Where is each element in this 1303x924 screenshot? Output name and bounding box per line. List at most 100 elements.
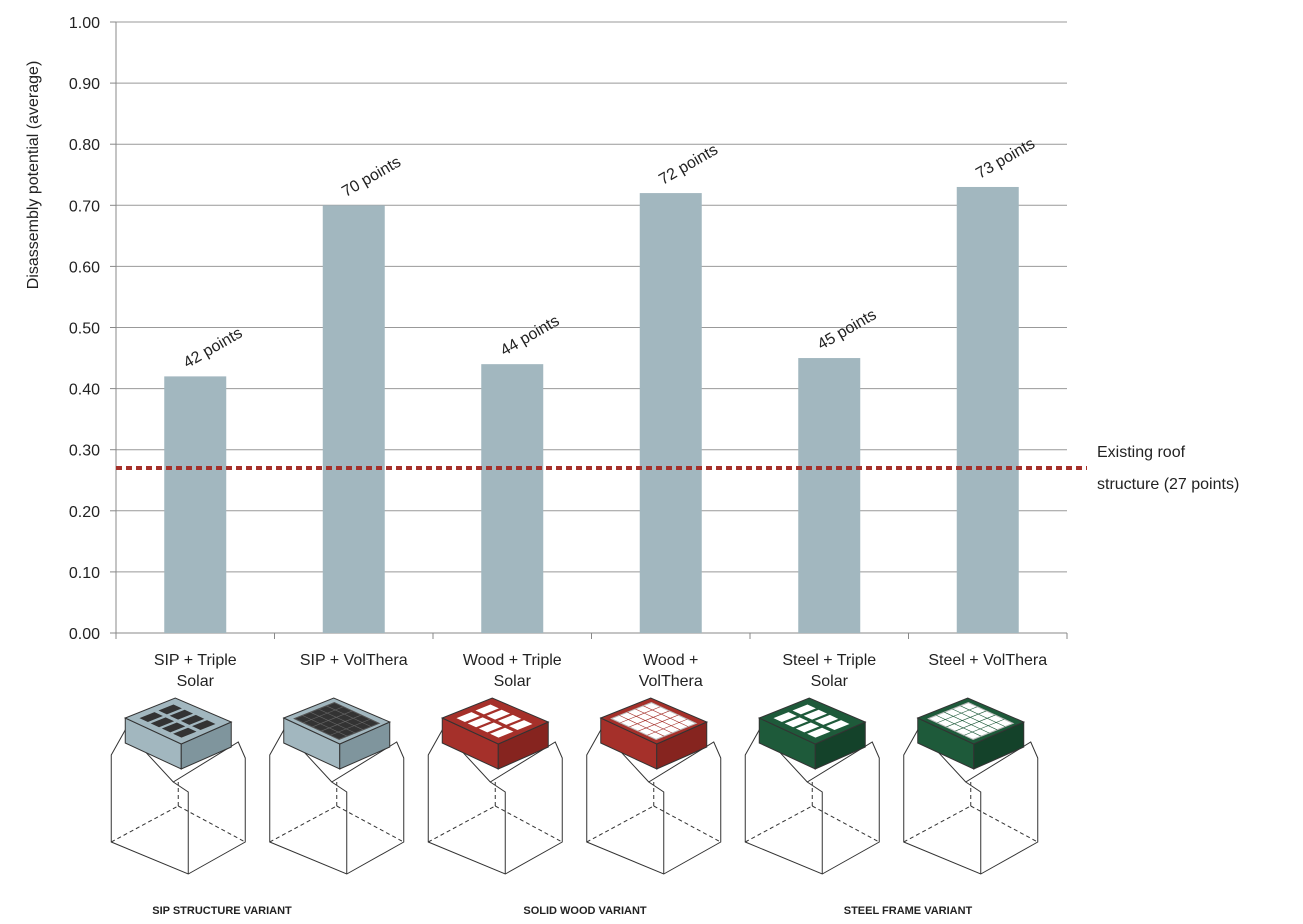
panel (807, 727, 831, 738)
panel-grid (620, 707, 660, 723)
panel-grid (321, 715, 361, 731)
variant-icon (110, 697, 246, 875)
panel-grid (952, 709, 997, 730)
panel (803, 709, 828, 720)
y-tick-label: 1.00 (69, 15, 100, 32)
house-hidden (269, 805, 337, 843)
panel-grid (318, 709, 363, 730)
panel (784, 717, 809, 728)
panel-grid (960, 706, 1005, 727)
roof-top (123, 697, 233, 745)
panel-grid (312, 711, 352, 727)
data-label: 72 points (656, 141, 721, 188)
x-tick-label: Wood + VolThera (638, 652, 703, 690)
y-tick-label: 0.60 (69, 259, 100, 276)
variant-caption: SOLID WOOD VARIANT (523, 905, 647, 917)
house-hidden (495, 805, 563, 843)
y-tick-label: 0.10 (69, 565, 100, 582)
variant-caption: SIP STRUCTURE VARIANT (152, 905, 292, 917)
panels (294, 703, 379, 740)
y-tick-label: 0.70 (69, 198, 100, 215)
house-hidden (812, 805, 880, 843)
panel-grid (303, 707, 343, 723)
panel (773, 712, 797, 723)
data-label: 44 points (498, 312, 563, 359)
panel (928, 703, 1013, 740)
panels (456, 704, 533, 738)
data-label: 42 points (181, 325, 246, 372)
house-hidden (653, 805, 721, 843)
panel (497, 714, 522, 725)
panel (792, 704, 816, 715)
panel (139, 712, 163, 723)
bar (164, 376, 227, 633)
data-label: 70 points (339, 154, 404, 201)
panel-grid (310, 712, 355, 733)
bar (322, 205, 385, 634)
variant-icon (744, 697, 880, 875)
panel-grid (635, 709, 680, 730)
data-label: 45 points (815, 306, 880, 353)
panel (456, 712, 480, 723)
house-hidden (970, 805, 1038, 843)
panel (795, 722, 820, 733)
panel (180, 714, 205, 725)
y-tick-label: 0.00 (69, 626, 100, 643)
bar (956, 186, 1019, 633)
panel (611, 703, 696, 740)
house-hidden (178, 805, 246, 843)
panel-grid (955, 715, 995, 731)
bar (798, 358, 861, 633)
panel (192, 720, 216, 731)
y-axis-label: Disassembly potential (average) (25, 61, 42, 290)
panel (294, 703, 379, 740)
panels (773, 704, 850, 738)
y-tick-label: 0.50 (69, 321, 100, 338)
roof-top (757, 697, 867, 745)
y-tick-label: 0.30 (69, 443, 100, 460)
panel (826, 720, 850, 731)
panel-grid (964, 719, 1004, 735)
panel (173, 727, 197, 738)
y-tick-label: 0.20 (69, 504, 100, 521)
panel (169, 709, 194, 720)
house-edge (648, 781, 665, 874)
x-tick-label: SIP + Triple Solar (153, 652, 237, 690)
variant-caption: STEEL FRAME VARIANT (843, 905, 973, 917)
panel-grid (638, 715, 678, 731)
panel-grid (627, 712, 672, 733)
panel (478, 722, 503, 733)
panel (486, 709, 511, 720)
house-hidden (745, 805, 813, 843)
data-label: 73 points (973, 135, 1038, 182)
panel-grid (936, 715, 981, 736)
panel-grid (619, 715, 664, 736)
panel-grid (326, 706, 371, 727)
panel (490, 727, 514, 738)
panel (158, 704, 182, 715)
y-tick-label: 0.40 (69, 382, 100, 399)
reference-label: Existing roof (1097, 444, 1186, 461)
house-edge (172, 781, 189, 874)
panel-grid (643, 706, 688, 727)
reference-label: structure (27 points) (1097, 476, 1239, 493)
house-edge (806, 781, 823, 874)
panel (475, 704, 499, 715)
variant-icon (269, 698, 404, 875)
panels (928, 703, 1013, 740)
panel (467, 717, 492, 728)
panel (814, 714, 839, 725)
x-tick-label: Wood + Triple Solar (462, 652, 562, 690)
house-edge (331, 781, 348, 874)
panel-grid (629, 711, 669, 727)
panel-grid (302, 715, 347, 736)
roof-top (440, 697, 550, 745)
house-edge (489, 781, 506, 874)
panels (139, 704, 216, 738)
house-hidden (903, 805, 971, 843)
panels (611, 703, 696, 740)
house-hidden (428, 805, 496, 843)
bar (639, 193, 702, 633)
